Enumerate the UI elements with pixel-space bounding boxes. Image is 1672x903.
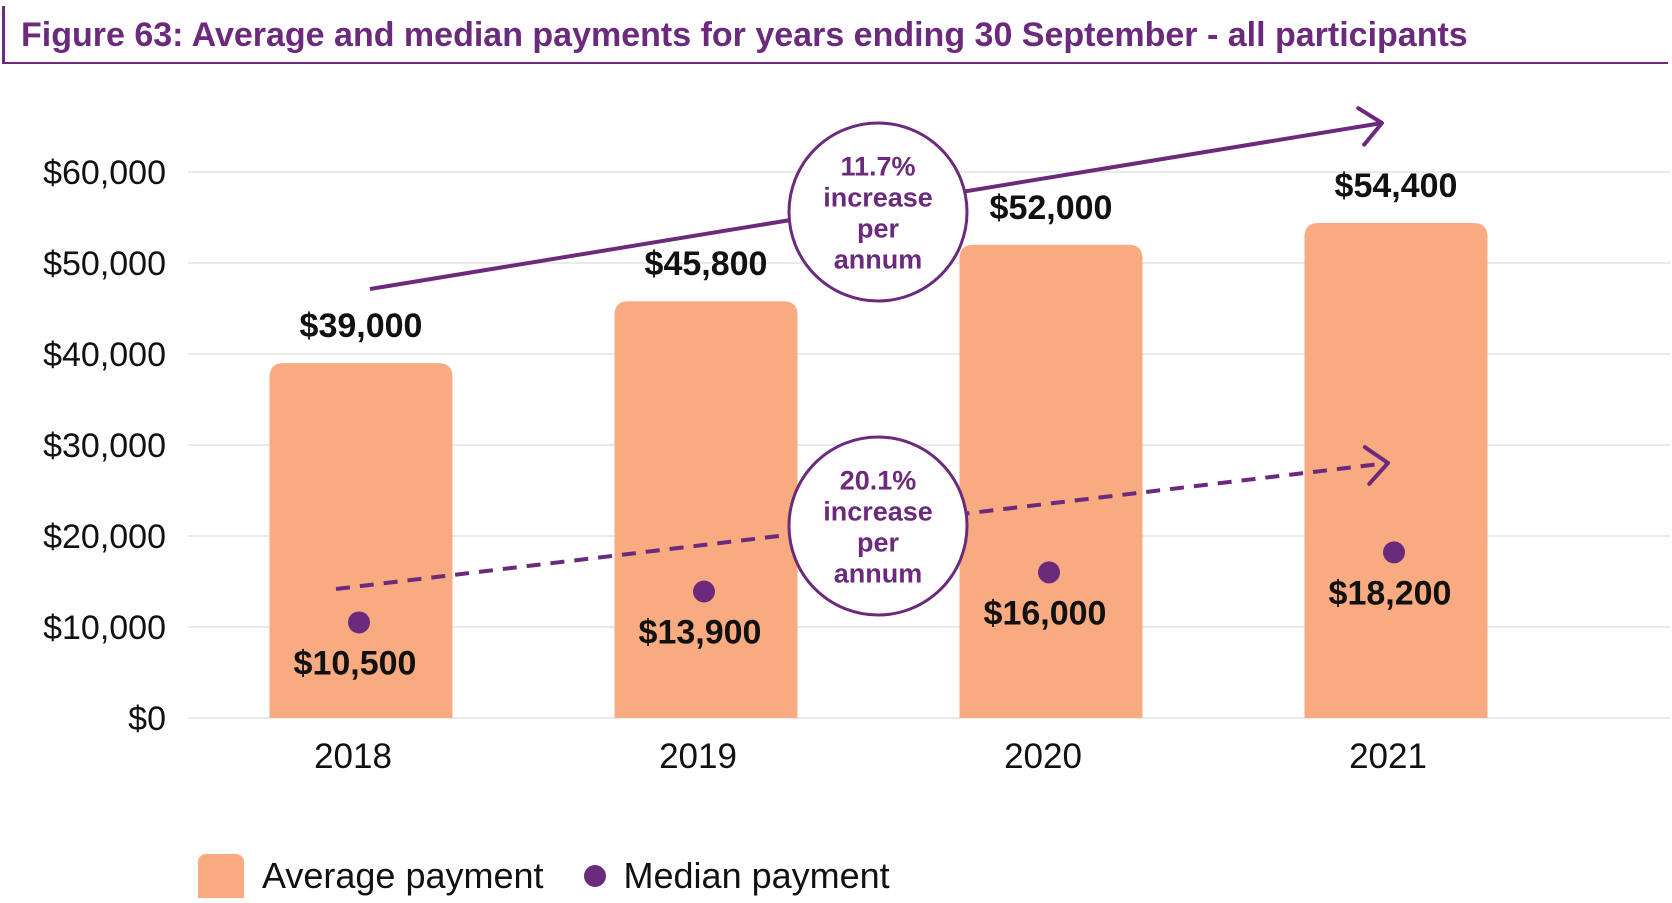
bar: [1304, 222, 1488, 718]
bar: [614, 301, 798, 718]
median-trend-annotation-text: increase: [823, 497, 933, 527]
legend: Average payment Median payment: [198, 852, 930, 900]
x-tick-label: 2019: [659, 737, 737, 776]
y-tick-label: $30,000: [43, 427, 166, 465]
title-bar: Figure 63: Average and median payments f…: [2, 6, 1668, 64]
legend-dot-marker: [583, 865, 606, 887]
median-trend-annotation-text: 20.1%: [840, 466, 917, 496]
bar-value-label: $45,800: [645, 245, 768, 283]
y-tick-label: $50,000: [43, 245, 166, 283]
bar-value-label: $52,000: [990, 189, 1113, 227]
median-trend-annotation-text: annum: [834, 559, 923, 589]
legend-label-average: Average payment: [262, 855, 544, 896]
median-trend-annotation-text: per: [857, 528, 900, 558]
average-trend-annotation-text: 11.7%: [840, 152, 915, 182]
y-tick-label: $60,000: [43, 154, 166, 192]
median-point: [693, 580, 715, 603]
median-point: [1383, 541, 1405, 564]
legend-bar-swatch: [198, 854, 244, 898]
x-tick-label: 2020: [1004, 737, 1082, 776]
y-tick-label: $0: [128, 700, 166, 738]
median-trend-arrowhead: [1362, 445, 1390, 486]
x-tick-label: 2021: [1349, 737, 1427, 776]
x-tick-label: 2018: [314, 737, 392, 776]
average-trend-annotation-text: increase: [823, 183, 933, 213]
average-trend-annotation-text: annum: [834, 245, 923, 275]
chart-title: Figure 63: Average and median payments f…: [21, 16, 1468, 54]
average-trend-arrowhead: [1356, 106, 1384, 147]
median-value-label: $13,900: [639, 614, 762, 652]
y-tick-label: $40,000: [43, 336, 166, 374]
bar: [269, 363, 453, 718]
average-trend-annotation-text: per: [857, 214, 900, 244]
y-tick-label: $10,000: [43, 609, 166, 647]
bar-value-label: $39,000: [300, 307, 423, 345]
median-value-label: $10,500: [294, 644, 417, 682]
median-trend-bubble: [787, 435, 969, 617]
median-value-label: $16,000: [984, 594, 1107, 632]
median-point: [348, 611, 370, 634]
median-point: [1038, 561, 1060, 584]
median-value-label: $18,200: [1329, 574, 1452, 612]
y-tick-label: $20,000: [43, 518, 166, 556]
bar-value-label: $54,400: [1335, 167, 1458, 205]
bar: [959, 244, 1143, 719]
chart-canvas: $0 $10,000 $20,000 $30,000 $40,000 $50,000 $60…: [43, 106, 1670, 776]
legend-label-median: Median payment: [623, 855, 890, 896]
average-trend-bubble: [787, 121, 969, 303]
